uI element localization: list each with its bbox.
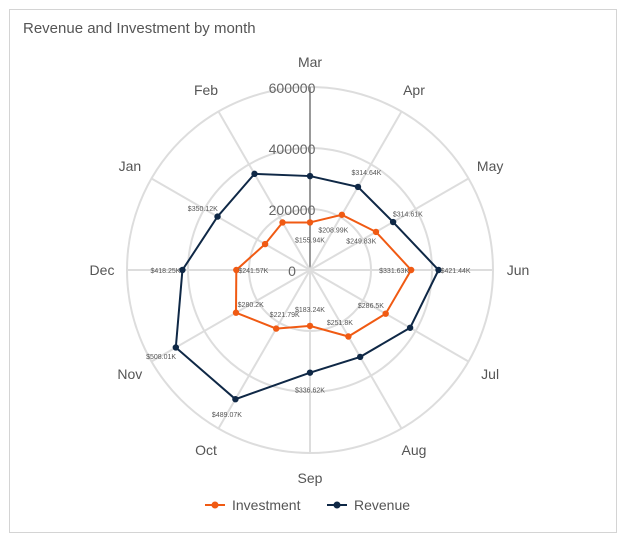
data-point	[233, 266, 240, 274]
radial-tick-label: 0	[288, 263, 296, 279]
data-point	[172, 344, 180, 351]
data-point	[232, 309, 240, 316]
data-label: $249.83K	[346, 238, 376, 245]
radial-tick-label: 600000	[269, 80, 316, 96]
data-point	[306, 219, 314, 226]
data-label: $314.61K	[393, 212, 423, 219]
data-point	[345, 333, 352, 340]
category-label: Dec	[90, 262, 115, 278]
category-label: Mar	[298, 54, 322, 70]
data-point	[306, 322, 314, 330]
data-point	[354, 183, 362, 191]
data-label: $421.44K	[441, 268, 471, 275]
data-label: $508.01K	[146, 354, 176, 361]
data-label: $314.64K	[351, 170, 381, 177]
grid-spoke	[217, 269, 311, 429]
grid-spoke	[217, 111, 311, 271]
category-label: Nov	[117, 366, 142, 382]
data-point	[306, 172, 314, 180]
data-point	[272, 325, 280, 332]
category-label: Apr	[403, 82, 425, 98]
data-point	[306, 369, 314, 376]
data-label: $183.24K	[295, 307, 325, 314]
legend-label: Investment	[232, 497, 301, 513]
grid-spoke	[309, 269, 469, 363]
data-point	[214, 213, 221, 220]
grid-spoke	[309, 111, 403, 271]
data-point	[407, 266, 415, 274]
data-point	[382, 310, 389, 317]
data-label: $280.2K	[238, 302, 264, 309]
data-label: $208.99K	[318, 228, 348, 235]
radial-tick-label: 400000	[269, 141, 316, 157]
chart-title: Revenue and Investment by month	[23, 20, 256, 37]
category-label: Sep	[298, 470, 323, 486]
category-label: May	[477, 158, 503, 174]
data-label: $331.63K	[379, 268, 409, 275]
data-label: $418.25K	[150, 268, 180, 275]
data-point	[179, 266, 186, 274]
legend-marker	[211, 501, 219, 509]
data-point	[279, 219, 286, 226]
grid-spoke	[151, 177, 311, 271]
data-label: $350.12K	[188, 206, 218, 213]
category-label: Jun	[507, 262, 530, 278]
category-label: Jan	[119, 158, 142, 174]
legend-marker	[333, 501, 341, 509]
data-point	[356, 353, 364, 361]
data-point	[251, 170, 258, 178]
grid-spoke	[309, 269, 403, 429]
data-label: $155.94K	[295, 237, 325, 244]
data-point	[389, 218, 397, 226]
category-label: Feb	[194, 82, 218, 98]
data-label: $251.8K	[327, 320, 353, 327]
data-point	[372, 228, 380, 236]
radial-tick-label: 200000	[269, 202, 316, 218]
grid-spoke	[309, 177, 469, 271]
data-label: $221.79K	[270, 312, 300, 319]
data-point	[232, 395, 239, 403]
category-label: Jul	[481, 366, 499, 382]
data-point	[406, 324, 414, 331]
data-point	[261, 240, 269, 248]
data-point	[338, 211, 346, 218]
data-label: $336.62K	[295, 388, 325, 395]
data-label: $241.57K	[238, 268, 268, 275]
category-label: Aug	[402, 442, 427, 458]
data-point	[435, 266, 442, 274]
category-label: Oct	[195, 442, 217, 458]
legend-label: Revenue	[354, 497, 410, 513]
data-label: $489.07K	[212, 412, 242, 419]
data-label: $286.5K	[358, 303, 384, 310]
